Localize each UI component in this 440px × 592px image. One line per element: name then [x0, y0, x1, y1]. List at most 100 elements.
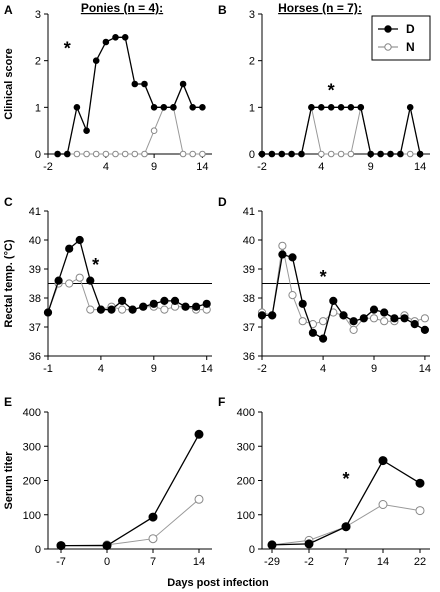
- data-point-d: [329, 296, 338, 305]
- data-point-n: [298, 317, 307, 326]
- data-point-d: [170, 104, 177, 111]
- data-point-d: [367, 150, 375, 158]
- data-point-n: [378, 500, 388, 509]
- data-point-d: [118, 296, 127, 305]
- data-point-d: [357, 104, 365, 111]
- x-tick-label: 4: [103, 161, 109, 173]
- x-tick-label: 22: [414, 556, 426, 568]
- data-point-n: [337, 150, 345, 158]
- data-point-d: [278, 250, 287, 259]
- data-point-d: [380, 308, 389, 317]
- x-tick-label: 14: [201, 363, 213, 375]
- data-point-d: [107, 305, 116, 314]
- x-tick-label: 9: [151, 363, 157, 375]
- y-tick-label: 36: [29, 351, 41, 363]
- panel-e: E Serum titer 0 100 200 300 400 -7 0 7 14: [3, 395, 212, 568]
- data-point-d: [410, 320, 419, 329]
- y-tick-label: 37: [29, 322, 41, 334]
- y-tick-label: 41: [29, 206, 41, 218]
- data-point-d: [341, 522, 351, 532]
- data-point-d: [268, 311, 277, 320]
- x-tick-label: 4: [320, 363, 326, 375]
- data-point-n: [75, 273, 84, 282]
- y-tick-label: 40: [243, 235, 255, 247]
- y-tick-label: 300: [237, 441, 255, 453]
- x-tick-label: 14: [419, 363, 431, 375]
- data-point-d: [141, 80, 148, 88]
- data-point-d: [387, 150, 394, 158]
- data-point-n: [380, 317, 389, 326]
- panel-letter-f: F: [218, 395, 225, 409]
- x-tick-label: 7: [150, 556, 156, 568]
- x-tick-label: 4: [98, 363, 104, 375]
- data-point-n: [148, 534, 158, 544]
- data-point-n: [83, 150, 90, 158]
- data-point-n: [141, 150, 148, 158]
- y-tick-label: 38: [243, 293, 255, 305]
- x-tick-label: 14: [196, 161, 208, 173]
- panel-letter-d: D: [218, 195, 227, 209]
- panel-title-b: Horses (n = 7):: [278, 1, 362, 15]
- series-line-d: [57, 36, 203, 155]
- data-point-d: [359, 314, 368, 323]
- data-point-n: [121, 150, 129, 158]
- data-point-d: [318, 104, 325, 111]
- data-point-d: [369, 305, 379, 314]
- data-point-d: [54, 276, 63, 285]
- data-point-d: [377, 150, 384, 158]
- data-point-d: [327, 104, 335, 111]
- data-point-d: [75, 235, 84, 245]
- data-point-d: [257, 311, 267, 320]
- data-point-d: [192, 302, 201, 311]
- data-point-d: [121, 34, 129, 41]
- series-line-d: [262, 106, 421, 155]
- y-tick-label: 0: [35, 544, 41, 556]
- data-point-d: [416, 150, 424, 158]
- data-point-d: [96, 305, 106, 314]
- data-point-d: [390, 314, 399, 323]
- y-tick-label: 200: [237, 476, 255, 488]
- x-tick-label: -7: [56, 556, 66, 568]
- data-point-n: [160, 305, 169, 314]
- y-tick-label: 40: [29, 235, 41, 247]
- data-point-n: [318, 150, 325, 158]
- data-point-d: [298, 299, 307, 308]
- data-point-n: [349, 325, 358, 334]
- x-tick-label: -29: [264, 556, 280, 568]
- y-axis-label-a: Clinical score: [3, 48, 15, 120]
- data-point-n: [92, 150, 100, 158]
- data-point-d: [139, 302, 148, 311]
- y-tick-label: 3: [35, 9, 41, 21]
- data-point-d: [149, 299, 158, 308]
- data-point-n: [415, 506, 425, 516]
- data-point-n: [288, 291, 297, 300]
- y-tick-label: 400: [23, 407, 41, 419]
- data-point-d: [102, 541, 112, 551]
- y-tick-label: 38: [29, 293, 41, 305]
- data-point-d: [339, 311, 348, 320]
- x-tick-label: -2: [43, 161, 53, 173]
- x-axis-title: Days post infection: [167, 577, 269, 589]
- x-tick-label: -1: [43, 363, 53, 375]
- data-point-d: [179, 80, 187, 88]
- x-tick-label: 9: [371, 363, 377, 375]
- legend-marker-d: [384, 25, 392, 33]
- data-point-n: [369, 314, 379, 323]
- data-point-d: [148, 512, 158, 522]
- y-tick-label: 400: [237, 407, 255, 419]
- data-point-d: [288, 253, 297, 262]
- data-point-n: [86, 305, 95, 314]
- data-point-d: [160, 104, 168, 111]
- data-point-d: [56, 541, 66, 551]
- data-point-n: [406, 150, 414, 158]
- data-point-n: [194, 494, 204, 504]
- y-tick-label: 41: [243, 206, 255, 218]
- data-point-n: [179, 150, 187, 158]
- data-point-d: [319, 334, 328, 343]
- data-point-d: [304, 539, 314, 549]
- data-point-d: [267, 540, 277, 550]
- data-point-d: [347, 104, 355, 111]
- data-point-n: [150, 127, 158, 134]
